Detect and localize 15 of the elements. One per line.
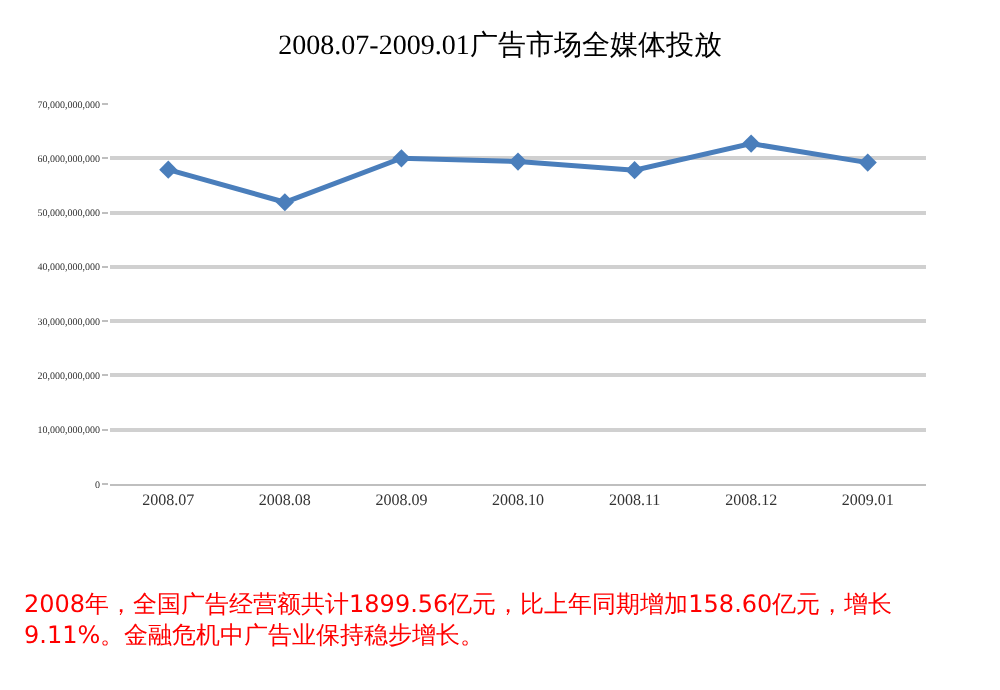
chart-title: 2008.07-2009.01广告市场全媒体投放 [278,30,722,63]
x-tick-label: 2008.12 [725,491,778,510]
x-tick-label: 2008.10 [492,491,544,510]
point [508,152,528,171]
point [625,161,644,180]
point [159,160,178,179]
point [742,134,761,153]
x-tick-label: 2009.01 [841,491,894,510]
x-tick-label: 2008.07 [142,491,195,510]
point [275,193,294,212]
x-tick-label: 2008.11 [608,491,661,510]
point [858,153,877,172]
x-tick-label: 2008.08 [258,491,311,510]
x-tick-label: 2008.09 [375,491,428,510]
text: 2008年，全国广告经营额共计1899.56亿元，比上年同期增加158.60亿元，增长 9.11%。金融危机中广告业保持稳步增长。 [24,590,893,650]
